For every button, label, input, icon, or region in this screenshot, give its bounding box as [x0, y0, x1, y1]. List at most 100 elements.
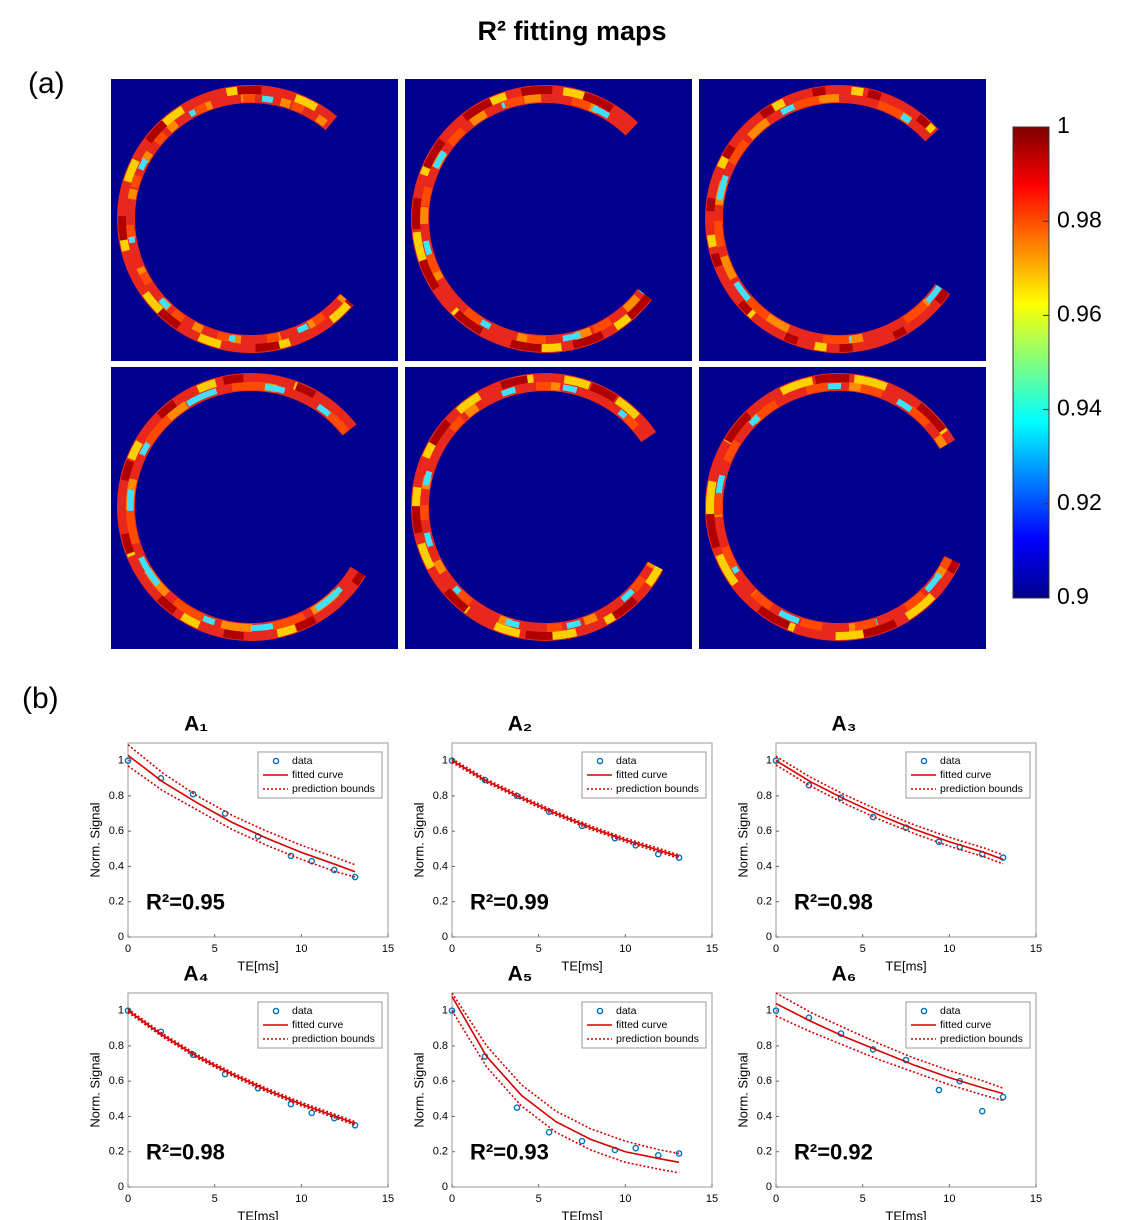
fit-plot: 0 5 10 15 0 0.2 0.4 0.6 0.8 1 TE[ms] Norm. Signal A₁… — [87, 713, 394, 974]
fitted-curve — [775, 759, 1004, 861]
map-gap — [934, 437, 979, 567]
y-tick-label: 0.8 — [109, 1040, 124, 1052]
x-tick-label: 15 — [382, 943, 394, 955]
fit-plot: 0 5 10 15 0 0.2 0.4 0.6 0.8 1 TE[ms] Norm. Signal A₅… — [411, 963, 718, 1220]
map-patch — [420, 94, 670, 344]
x-tick-label: 15 — [706, 1193, 718, 1205]
plot-title: A₆ — [832, 963, 857, 986]
y-tick-label: 0.6 — [433, 825, 448, 837]
y-tick-label: 0 — [766, 1181, 772, 1193]
x-tick-label: 10 — [619, 943, 631, 955]
y-tick-label: 1 — [766, 1005, 772, 1017]
prediction-bound — [775, 992, 1004, 1089]
colorbar — [1012, 126, 1050, 599]
prediction-bound — [775, 755, 1004, 856]
data-point — [513, 1104, 521, 1111]
y-axis-label: Norm. Signal — [735, 802, 750, 877]
x-axis-label: TE[ms] — [237, 958, 278, 973]
fitted-curve — [451, 759, 680, 858]
map-gap — [635, 428, 685, 573]
x-tick-label: 10 — [295, 943, 307, 955]
y-tick-label: 0.6 — [757, 825, 772, 837]
r2-annotation: R²=0.98 — [794, 889, 873, 914]
figure-title: R² fitting maps — [478, 16, 667, 46]
legend-label: fitted curve — [616, 1019, 668, 1031]
y-tick-label: 1 — [118, 1005, 124, 1017]
x-tick-label: 15 — [382, 1193, 394, 1205]
y-tick-label: 1 — [442, 1005, 448, 1017]
x-tick-label: 5 — [212, 943, 218, 955]
y-tick-label: 0.6 — [109, 825, 124, 837]
plot-title: A₄ — [183, 963, 208, 986]
y-tick-label: 0.2 — [757, 896, 772, 908]
panel-label: (b) — [22, 682, 59, 715]
prediction-bound — [127, 1011, 356, 1127]
panel-label: (a) — [28, 67, 65, 100]
colorbar-tick-label: 0.98 — [1057, 206, 1102, 232]
colorbar-tick-label: 0.92 — [1057, 489, 1102, 515]
fitted-curve — [127, 1009, 356, 1125]
y-tick-label: 0.6 — [757, 1075, 772, 1087]
y-tick-label: 0 — [118, 1181, 124, 1193]
x-axis-label: TE[ms] — [885, 1208, 926, 1220]
r2-annotation: R²=0.99 — [470, 889, 549, 914]
y-axis-label: Norm. Signal — [735, 1052, 750, 1127]
map-background — [111, 79, 398, 361]
x-tick-label: 10 — [943, 1193, 955, 1205]
x-tick-label: 15 — [706, 943, 718, 955]
plot-title: A₁ — [184, 713, 208, 736]
x-tick-label: 5 — [860, 1193, 866, 1205]
plot-title: A₃ — [832, 713, 857, 736]
r2-annotation: R²=0.92 — [794, 1139, 873, 1164]
map-patch — [706, 374, 972, 640]
legend-label: data — [616, 755, 637, 767]
fit-plot: 0 5 10 15 0 0.2 0.4 0.6 0.8 1 TE[ms] Norm. Signal A₃… — [735, 713, 1042, 974]
x-tick-label: 10 — [295, 1193, 307, 1205]
x-tick-label: 5 — [536, 943, 542, 955]
x-axis-label: TE[ms] — [561, 1208, 602, 1220]
data-point — [805, 782, 813, 789]
x-tick-label: 5 — [212, 1193, 218, 1205]
legend-label: data — [616, 1005, 637, 1017]
y-tick-label: 0.8 — [757, 1040, 772, 1052]
x-tick-label: 0 — [449, 1193, 455, 1205]
r2-annotation: R²=0.95 — [146, 889, 225, 914]
plot-title: A₅ — [508, 963, 533, 986]
y-tick-label: 0.8 — [757, 790, 772, 802]
y-tick-label: 1 — [118, 755, 124, 767]
legend-marker — [920, 757, 928, 765]
legend-label: prediction bounds — [292, 1033, 375, 1045]
prediction-bound — [451, 1010, 680, 1174]
legend-label: fitted curve — [292, 1019, 344, 1031]
prediction-bound — [451, 761, 680, 860]
r2-annotation: R²=0.98 — [146, 1139, 225, 1164]
map-background — [111, 367, 398, 649]
data-point — [124, 757, 132, 764]
legend-marker — [596, 757, 604, 765]
y-tick-label: 0.4 — [433, 860, 448, 872]
x-tick-label: 0 — [773, 1193, 779, 1205]
colorbar-tick-label: 1 — [1057, 112, 1070, 138]
x-tick-label: 5 — [536, 1193, 542, 1205]
data-point — [578, 1137, 586, 1145]
x-tick-label: 0 — [125, 943, 131, 955]
fitted-curve — [775, 1002, 1004, 1095]
legend-label: prediction bounds — [616, 1033, 699, 1045]
x-tick-label: 15 — [1030, 943, 1042, 955]
data-point — [772, 1007, 780, 1014]
colorbar-tick-label: 0.94 — [1057, 395, 1102, 421]
y-tick-label: 0.6 — [433, 1075, 448, 1087]
y-tick-label: 0 — [442, 931, 448, 943]
prediction-bound — [775, 764, 1004, 865]
y-tick-label: 0.2 — [433, 896, 448, 908]
data-point — [351, 873, 359, 881]
r2-annotation: R²=0.93 — [470, 1139, 549, 1164]
map-gap — [920, 125, 979, 298]
legend-label: data — [292, 755, 313, 767]
x-tick-label: 0 — [449, 943, 455, 955]
legend-marker — [272, 1007, 280, 1015]
colorbar-tick-label: 0.9 — [1057, 583, 1089, 609]
legend-label: prediction bounds — [292, 783, 375, 795]
